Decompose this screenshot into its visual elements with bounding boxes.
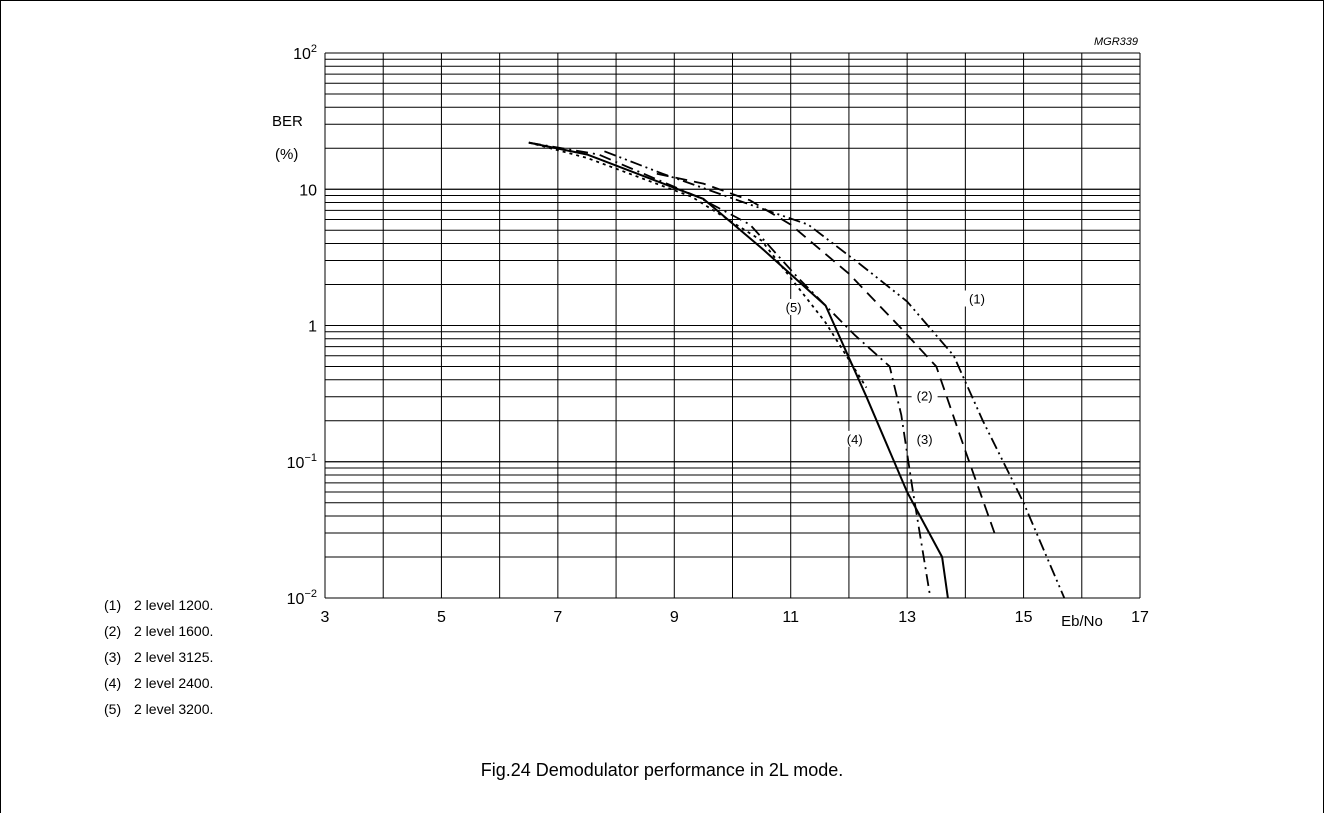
- x-tick-label: 11: [782, 609, 799, 626]
- y-tick-label: 102: [293, 43, 317, 63]
- x-tick-label: 15: [1015, 609, 1033, 626]
- legend-label: 2 level 3125.: [134, 649, 214, 665]
- legend-label: 2 level 1200.: [134, 597, 214, 613]
- series-line: [656, 172, 996, 534]
- chart-labels: 3 5 7 9 11 13 15 17 10−2 10−1 1 10 102 BER (%) Eb/No MGR…: [272, 36, 1149, 630]
- y-tick-label: 10−2: [287, 588, 317, 608]
- series-line: [528, 141, 868, 389]
- x-axis-label: Eb/No: [1061, 613, 1103, 630]
- legend-num: (4): [104, 675, 122, 691]
- x-tick-label: 9: [670, 609, 679, 626]
- legend-item: (1) 2 level 1200.: [104, 592, 213, 618]
- series-line: [528, 141, 932, 599]
- legend-num: (5): [104, 701, 122, 717]
- curve-label-bg: [780, 298, 807, 315]
- legend-item: (4) 2 level 2400.: [104, 670, 213, 696]
- curve-label: (5): [786, 300, 802, 315]
- curve-label: (2): [917, 389, 933, 404]
- figure-caption: Fig.24 Demodulator performance in 2L mod…: [480, 760, 844, 780]
- curve-label-bg: [964, 290, 990, 307]
- figure-code: MGR339: [1094, 36, 1138, 48]
- x-tick-label: 13: [898, 609, 916, 626]
- series-line: [604, 150, 1066, 599]
- x-tick-label: 5: [437, 609, 446, 626]
- legend: (1) 2 level 1200. (2) 2 level 1600. (3) 2 l…: [104, 592, 213, 722]
- chart-grid: [324, 52, 1141, 599]
- chart-series: [528, 141, 1066, 599]
- y-axis-unit: (%): [275, 146, 298, 163]
- legend-num: (2): [104, 623, 122, 639]
- legend-label: 2 level 1600.: [134, 623, 214, 639]
- curve-label: (4): [847, 432, 863, 447]
- curve-label-bg: [841, 430, 868, 447]
- legend-num: (3): [104, 649, 122, 665]
- curve-label: (3): [917, 432, 933, 447]
- x-tick-label: 7: [553, 609, 562, 626]
- legend-label: 2 level 3200.: [134, 701, 214, 717]
- series-line: [528, 141, 949, 599]
- curve-label-bg: [911, 387, 938, 404]
- x-tick-label: 3: [321, 609, 330, 626]
- y-axis-label: BER: [272, 113, 303, 130]
- legend-num: (1): [104, 597, 122, 613]
- curve-label: (1): [969, 292, 985, 307]
- legend-label: 2 level 2400.: [134, 675, 214, 691]
- y-tick-label: 10−1: [287, 452, 317, 472]
- legend-item: (3) 2 level 3125.: [104, 644, 213, 670]
- y-tick-label: 10: [299, 182, 317, 199]
- legend-item: (2) 2 level 1600.: [104, 618, 213, 644]
- legend-item: (5) 2 level 3200.: [104, 696, 213, 722]
- y-tick-label: 1: [308, 319, 317, 336]
- x-tick-label: 17: [1131, 609, 1149, 626]
- curve-label-bg: [911, 430, 938, 447]
